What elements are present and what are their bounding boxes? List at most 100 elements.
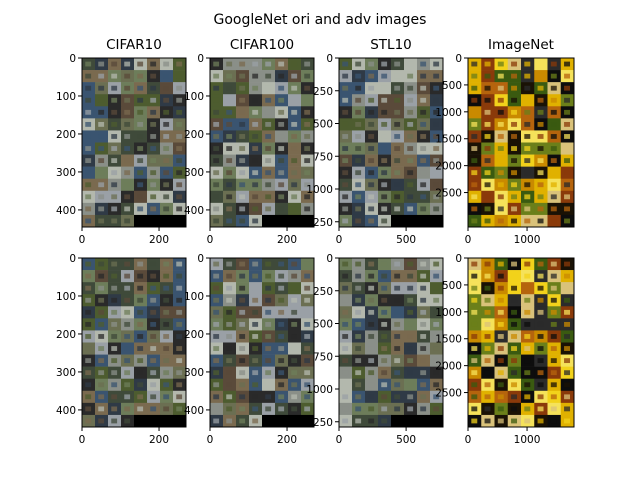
tile-detail (291, 285, 298, 291)
tile-detail (550, 146, 557, 151)
tile-detail (252, 394, 259, 400)
tile-detail (150, 182, 157, 188)
tile-detail (550, 309, 557, 315)
tile-detail (213, 146, 220, 151)
axes-frame (338, 57, 444, 228)
tile-detail (394, 358, 401, 364)
tile-detail (226, 261, 233, 267)
tile-detail (111, 394, 118, 400)
tile-detail (342, 273, 349, 279)
tile-detail (150, 309, 157, 315)
tile-detail (407, 394, 414, 400)
tile-detail (368, 406, 375, 412)
tile-detail (265, 146, 272, 151)
tile-detail (420, 273, 427, 279)
tile-detail (150, 358, 157, 364)
x-tick-label: 0 (465, 434, 472, 446)
tile-detail (98, 85, 105, 91)
tile-detail (524, 73, 531, 79)
tile-detail (433, 382, 440, 388)
panel-6: 0 200 0 100 200 300 400 (184, 253, 315, 446)
tile-detail (150, 321, 157, 327)
tile-detail (85, 218, 92, 224)
tile-detail (564, 146, 571, 151)
tile-detail (433, 170, 440, 176)
tile-detail (176, 182, 183, 188)
tile-detail (226, 73, 233, 79)
tile-detail (484, 285, 491, 291)
tile-detail (407, 261, 414, 267)
tile-detail (239, 418, 246, 424)
tile-detail (537, 321, 544, 327)
tile-detail (291, 146, 298, 151)
tile-detail (124, 121, 131, 127)
tile-detail (550, 97, 557, 103)
tile-detail (433, 73, 440, 79)
tile-detail (226, 285, 233, 291)
tile-detail (550, 334, 557, 339)
tile-detail (176, 97, 183, 103)
tile-detail (511, 158, 518, 164)
tile-detail (524, 309, 531, 315)
x-tick-label: 500 (396, 434, 416, 446)
tile-detail (98, 382, 105, 388)
tile-detail (150, 346, 157, 351)
tile-detail (124, 182, 131, 188)
tile-detail (433, 334, 440, 339)
tile-detail (342, 73, 349, 79)
tile-detail (471, 121, 478, 127)
tile-detail (291, 358, 298, 364)
tile-detail (550, 73, 557, 79)
tile-detail (550, 218, 557, 224)
tile-detail (355, 321, 362, 327)
tile-detail (497, 285, 504, 291)
tile-detail (278, 370, 285, 376)
tile-detail (342, 261, 349, 267)
tile-detail (85, 370, 92, 376)
tile-detail (394, 273, 401, 279)
tile-detail (471, 370, 478, 376)
tile-detail (433, 146, 440, 151)
tile-detail (137, 206, 144, 212)
tile-detail (550, 370, 557, 376)
tile-detail (368, 309, 375, 315)
tile-detail (150, 170, 157, 176)
tile-detail (381, 109, 388, 115)
tile-detail (291, 73, 298, 79)
tile-detail (150, 394, 157, 400)
tile-detail (176, 321, 183, 327)
tile-detail (163, 406, 170, 412)
tile-detail (407, 170, 414, 176)
tile-detail (291, 121, 298, 127)
tile-detail (537, 382, 544, 388)
tile-detail (213, 61, 220, 67)
tile-detail (524, 85, 531, 91)
tile-detail (564, 194, 571, 200)
tile-detail (85, 97, 92, 103)
tile-detail (226, 382, 233, 388)
tile-detail (252, 182, 259, 188)
tile-detail (137, 394, 144, 400)
tile-detail (368, 358, 375, 364)
tile-detail (304, 309, 311, 315)
tile-detail (407, 158, 414, 164)
tile-detail (368, 346, 375, 351)
tile-detail (381, 382, 388, 388)
tile-detail (537, 261, 544, 267)
tile-detail (124, 194, 131, 200)
y-tick-label: 400 (56, 405, 76, 417)
y-tick-label: 2000 (435, 161, 462, 173)
tile-detail (226, 321, 233, 327)
tile-detail (511, 261, 518, 267)
tile-detail (368, 73, 375, 79)
tile-detail (291, 346, 298, 351)
tile-detail (239, 158, 246, 164)
x-tick-label: 200 (149, 434, 169, 446)
tile-detail (304, 406, 311, 412)
tile-detail (564, 85, 571, 91)
tile-detail (291, 334, 298, 339)
tile-detail (265, 134, 272, 139)
tile-detail (124, 261, 131, 267)
